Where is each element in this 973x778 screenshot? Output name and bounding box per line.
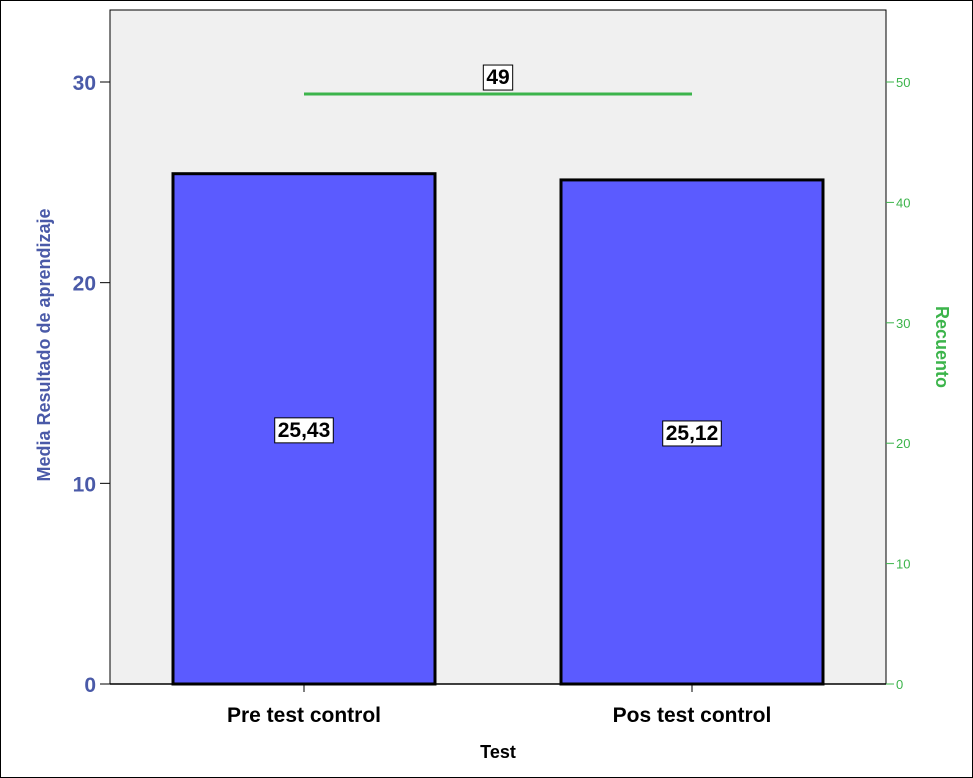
labels-group: 25,43 25,12 49 <box>274 64 722 447</box>
y-tick-label: 10 <box>73 473 96 496</box>
y-tick-label: 30 <box>73 72 96 95</box>
y2-tick-label: 20 <box>896 436 910 451</box>
y2-tick-label: 50 <box>896 75 910 90</box>
bar-value-label-text: 25,12 <box>666 422 719 445</box>
axes-group: 0 10 20 30 0 10 20 30 40 50 Pre test control Pos te… <box>73 10 910 727</box>
bar-value-label-text: 25,43 <box>278 419 331 442</box>
line-value-label: 49 <box>482 64 514 91</box>
y-tick-label: 20 <box>73 273 96 296</box>
y2-axis-title: Recuento <box>932 306 952 388</box>
line-value-label-text: 49 <box>486 66 509 89</box>
y-axis-title: Media Resultado de aprendizaje <box>34 208 54 481</box>
x-axis-title: Test <box>480 742 516 762</box>
y-tick-label: 0 <box>84 674 96 697</box>
line-value-label-box <box>482 64 514 91</box>
y2-tick-label: 0 <box>896 677 903 692</box>
bar-value-label: 25,12 <box>662 420 722 447</box>
bar-value-label-box <box>662 420 722 447</box>
bar-value-label-box <box>274 417 334 444</box>
x-tick-label: Pos test control <box>613 704 772 727</box>
y2-tick-label: 10 <box>896 557 910 572</box>
bar-value-label: 25,43 <box>274 417 334 444</box>
x-tick-label: Pre test control <box>227 704 381 727</box>
y2-tick-label: 40 <box>896 195 910 210</box>
y2-tick-label: 30 <box>896 316 910 331</box>
